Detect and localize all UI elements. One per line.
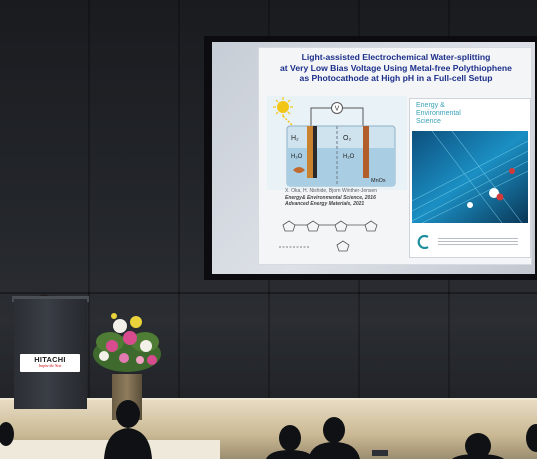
cover-title-line-3: Science bbox=[416, 118, 441, 126]
left-liquid-label: H₂O bbox=[291, 154, 303, 160]
journal-cover-art bbox=[412, 131, 528, 223]
audience-member bbox=[104, 400, 152, 459]
citation-2: Advanced Energy Materials, 2021 bbox=[285, 201, 365, 208]
audience-member bbox=[452, 433, 504, 459]
podium-sign: HITACHI Inspire the Next bbox=[20, 354, 80, 372]
photocathode bbox=[307, 126, 313, 178]
flower-blossoms bbox=[99, 313, 157, 365]
sun-icon bbox=[273, 97, 293, 117]
right-liquid-label: H₂O bbox=[343, 154, 355, 160]
thiophene-ring-icon bbox=[282, 220, 296, 232]
camera-device bbox=[372, 450, 388, 456]
citation-1: Energy& Environmental Science, 2016 bbox=[285, 194, 376, 201]
slide-title-line-2: at Very Low Bias Voltage Using Metal-fre… bbox=[280, 62, 512, 73]
slide-title: Light-assisted Electrochemical Water-spl… bbox=[265, 52, 527, 84]
cover-title-line-1: Energy & bbox=[416, 102, 445, 109]
voltmeter-icon bbox=[331, 102, 343, 114]
presentation-slide: Light-assisted Electrochemical Water-spl… bbox=[258, 47, 532, 265]
anode bbox=[363, 126, 369, 178]
thiophene-ring-icon bbox=[334, 220, 348, 232]
stage-edge bbox=[0, 398, 537, 401]
publisher-fine-print bbox=[438, 238, 518, 246]
molecule-sphere bbox=[509, 168, 515, 174]
thiophene-ring-icon bbox=[336, 240, 350, 252]
podium-slogan: Inspire the Next bbox=[38, 364, 62, 368]
flower-arrangement bbox=[93, 313, 161, 372]
water-splitting-diagram: V H₂ H₂O O₂ H₂O MnOx bbox=[267, 96, 407, 190]
slide-citations: X. Oka, H. Nishide, Bjorn Winther-Jensen… bbox=[285, 188, 403, 208]
wall-divider bbox=[0, 292, 537, 294]
polythiophene-layer bbox=[313, 126, 317, 178]
audience-member bbox=[0, 422, 14, 446]
anode-material-label: MnOx bbox=[371, 178, 386, 184]
audience-member bbox=[526, 424, 537, 452]
molecule-sphere bbox=[467, 202, 473, 208]
molecule-sphere bbox=[496, 193, 504, 201]
left-gas-label: H₂ bbox=[291, 135, 299, 142]
thiophene-ring-icon bbox=[306, 220, 320, 232]
slide-title-line-1: Light-assisted Electrochemical Water-spl… bbox=[301, 52, 491, 62]
projection-screen: Light-assisted Electrochemical Water-spl… bbox=[212, 42, 535, 274]
chemical-structure bbox=[279, 220, 378, 252]
journal-cover: Energy & Environmental Science bbox=[409, 98, 531, 258]
slide-title-line-3: as Photocathode at High pH in a Full-cel… bbox=[299, 73, 493, 84]
audience-silhouettes bbox=[0, 400, 537, 459]
cover-title-line-2: Environmental bbox=[416, 110, 461, 118]
right-gas-label: O₂ bbox=[343, 135, 351, 142]
podium-brand: HITACHI bbox=[34, 355, 66, 364]
molecule-sphere bbox=[489, 188, 499, 198]
thiophene-ring-icon bbox=[364, 220, 378, 232]
journal-cover-title: Energy & Environmental Science bbox=[416, 102, 526, 127]
audience-member bbox=[308, 417, 360, 459]
authors-line: X. Oka, H. Nishide, Bjorn Winther-Jensen bbox=[285, 188, 377, 194]
audience-member bbox=[266, 425, 314, 459]
voltmeter-label: V bbox=[335, 106, 340, 113]
electrolyte-liquid bbox=[287, 148, 395, 186]
arrow-icon bbox=[293, 167, 305, 173]
publisher-logo-icon bbox=[417, 235, 429, 249]
